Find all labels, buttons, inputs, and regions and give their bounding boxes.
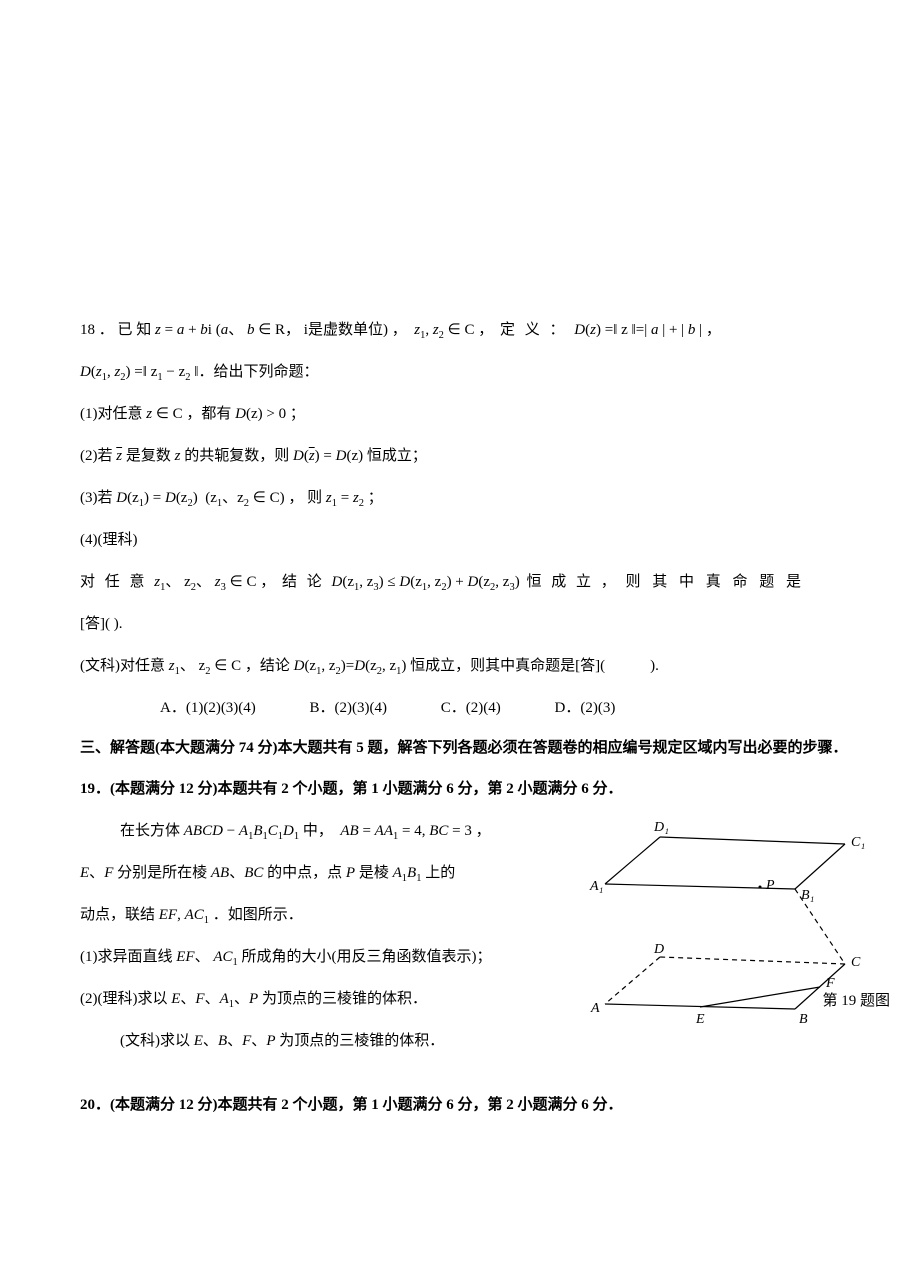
q18-line2: D(z1, z2) =‖ z1 − z2 ‖．给出下列命题： (80, 360, 860, 384)
svg-text:C₁: C₁ (851, 835, 865, 850)
q18-s5: 对 任 意 z1、 z2、 z3 ∈ C ， 结 论 D(z1, z3) ≤ D… (80, 570, 860, 594)
q18-s2-b: 是复数 z 的共轭复数，则 D( (122, 448, 309, 464)
q18-options: A．(1)(2)(3)(4) B．(2)(3)(4) C．(2)(4) D．(2… (80, 696, 860, 720)
svg-text:B₁: B₁ (801, 888, 814, 903)
q18-s1: (1)对任意 z ∈ C ，都有 D(z) > 0 ； (80, 402, 860, 426)
q18-s3: (3)若 D(z1) = D(z2) (z1、z2 ∈ C) ， 则 z1 = … (80, 486, 860, 510)
q18-optB: B．(2)(3)(4) (310, 696, 387, 720)
q18-s2: (2)若 z 是复数 z 的共轭复数，则 D(z) = D(z) 恒成立； (80, 444, 860, 468)
q18-optD: D．(2)(3) (555, 696, 616, 720)
q19-p3: 动点，联结 EF, AC1 ．如图所示． (80, 903, 620, 927)
q19-body: 在长方体 ABCD − A1B1C1D1 中， AB = AA1 = 4, BC… (80, 819, 860, 1053)
section3-heading: 三、解答题(本大题满分 74 分)本大题共有 5 题，解答下列各题必须在答题卷的… (80, 734, 860, 763)
q18-optA: A．(1)(2)(3)(4) (160, 696, 256, 720)
q19-s2: (2)(理科)求以 E、F、A1、P 为顶点的三棱锥的体积． (80, 987, 620, 1011)
q18-lead-a: 18 ． 已 知 (80, 322, 155, 338)
q18-s7: (文科)对任意 z1、 z2 ∈ C ，结论 D(z1, z2)=D(z2, z… (80, 654, 860, 678)
q19-fig-caption: 第 19 题图 (822, 989, 890, 1013)
svg-text:B: B (799, 1012, 808, 1027)
q18-lead: 18 ． 已 知 z = a + bi (a、 b ∈ R， i是虚数单位) ，… (80, 318, 860, 342)
q18-optC: C．(2)(4) (441, 696, 501, 720)
q19-p2: E、F 分别是所在棱 AB、BC 的中点，点 P 是棱 A1B1 上的 (80, 861, 620, 885)
svg-text:D₁: D₁ (653, 820, 669, 835)
q18-s6: [答]( ). (80, 612, 860, 636)
svg-text:E: E (695, 1012, 705, 1027)
q19-s1: (1)求异面直线 EF、 AC1 所成角的大小(用反三角函数值表示)； (80, 945, 620, 969)
q19-s3: (文科)求以 E、B、F、P 为顶点的三棱锥的体积． (80, 1029, 620, 1053)
q18-s2-c: ) = D(z) 恒成立； (315, 448, 427, 464)
svg-text:D: D (653, 942, 664, 957)
q19-p1: 在长方体 ABCD − A1B1C1D1 中， AB = AA1 = 4, BC… (80, 819, 620, 843)
q19-heading: 19．(本题满分 12 分)本题共有 2 个小题，第 1 小题满分 6 分，第 … (80, 777, 860, 801)
svg-text:A: A (590, 1001, 600, 1016)
q18-s2-a: (2)若 (80, 448, 116, 464)
svg-text:A₁: A₁ (589, 879, 603, 894)
svg-text:C: C (851, 955, 861, 970)
q20-heading: 20．(本题满分 12 分)本题共有 2 个小题，第 1 小题满分 6 分，第 … (80, 1093, 860, 1117)
svg-text:P: P (765, 878, 775, 893)
q18-s4: (4)(理科) (80, 528, 860, 552)
